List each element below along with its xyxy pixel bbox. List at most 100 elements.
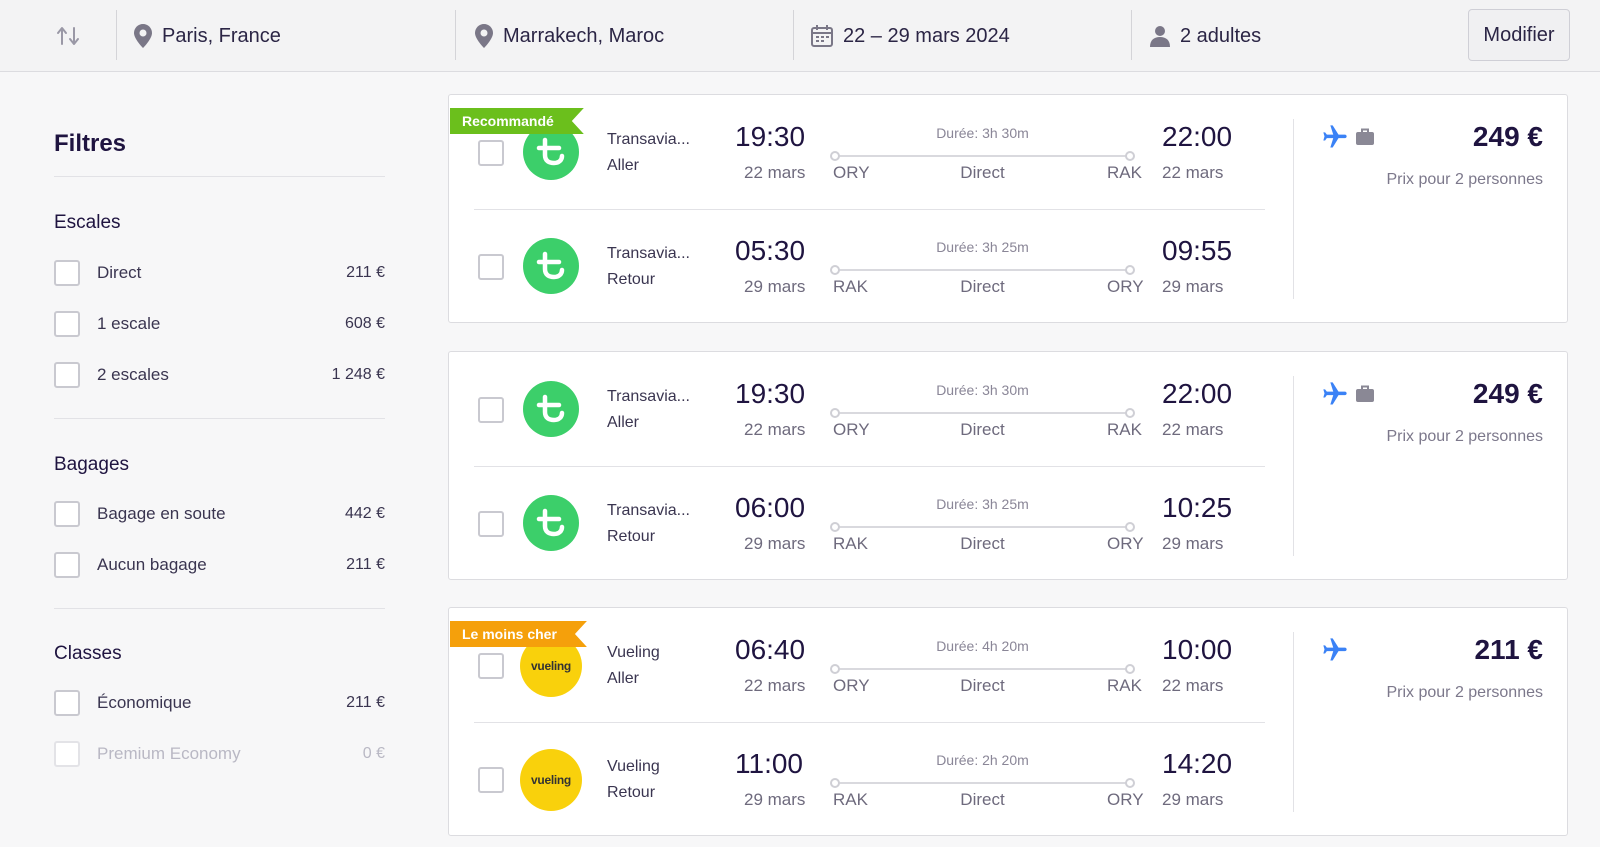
departure-date: 29 mars bbox=[744, 277, 806, 296]
leg-checkbox[interactable] bbox=[478, 653, 504, 679]
arrival-date: 22 mars bbox=[1162, 163, 1224, 182]
flight-duration: Durée: 3h 30m bbox=[936, 125, 1029, 141]
leg-direction: Aller bbox=[607, 670, 640, 687]
filter-price: 211 € bbox=[346, 264, 385, 281]
departure-date: 22 mars bbox=[744, 420, 806, 439]
leg-direction: Retour bbox=[607, 271, 656, 288]
filter-price: 442 € bbox=[344, 505, 385, 522]
filters-title: Filtres bbox=[54, 130, 127, 157]
flight-result-card[interactable]: Transavia... Aller 19:30 22 mars Durée: … bbox=[448, 351, 1568, 580]
filter-stops-two[interactable]: 2 escales 1 248 € bbox=[54, 361, 385, 389]
flight-duration: Durée: 3h 25m bbox=[936, 239, 1029, 255]
checkbox[interactable] bbox=[54, 311, 80, 337]
classes-section-title: Classes bbox=[54, 643, 122, 664]
origin-airport-code: RAK bbox=[833, 790, 868, 809]
leg-checkbox[interactable] bbox=[478, 397, 504, 423]
destination-field[interactable]: Marrakech, Maroc bbox=[475, 0, 664, 72]
departure-time: 06:40 bbox=[735, 634, 806, 665]
checkbox[interactable] bbox=[54, 501, 80, 527]
filter-stops-one[interactable]: 1 escale 608 € bbox=[54, 310, 385, 338]
filter-label: Direct bbox=[97, 263, 142, 282]
origin-airport-code: RAK bbox=[833, 277, 868, 296]
divider bbox=[793, 10, 794, 60]
stops-section-title: Escales bbox=[54, 212, 121, 233]
departure-time: 19:30 bbox=[735, 121, 806, 152]
filter-class-premium: Premium Economy 0 € bbox=[54, 740, 385, 768]
filter-label: Économique bbox=[97, 693, 192, 712]
total-price: 249 € bbox=[1472, 378, 1543, 409]
stops-label: Direct bbox=[960, 534, 1005, 553]
leg-checkbox[interactable] bbox=[478, 767, 504, 793]
outbound-leg: Transavia... Aller 19:30 22 mars Durée: … bbox=[449, 95, 1269, 209]
filter-baggage-hold[interactable]: Bagage en soute 442 € bbox=[54, 500, 385, 528]
leg-checkbox[interactable] bbox=[478, 511, 504, 537]
search-bar: Paris, France Marrakech, Maroc 22 – 29 m… bbox=[0, 0, 1600, 72]
user-icon bbox=[1150, 26, 1170, 47]
origin-value: Paris, France bbox=[162, 24, 281, 47]
airline-name: Transavia... bbox=[607, 388, 690, 405]
checkbox[interactable] bbox=[54, 690, 80, 716]
divider bbox=[54, 176, 385, 177]
passengers-field[interactable]: 2 adultes bbox=[1150, 0, 1261, 72]
modify-search-button[interactable]: Modifier bbox=[1468, 9, 1570, 61]
passengers-value: 2 adultes bbox=[1180, 24, 1262, 47]
filter-stops-direct[interactable]: Direct 211 € bbox=[54, 259, 385, 287]
checkbox[interactable] bbox=[54, 552, 80, 578]
filter-baggage-none[interactable]: Aucun bagage 211 € bbox=[54, 551, 385, 579]
leg-direction: Retour bbox=[607, 528, 656, 545]
stops-label: Direct bbox=[960, 163, 1005, 182]
leg-direction: Aller bbox=[607, 414, 640, 431]
flight-duration: Durée: 4h 20m bbox=[936, 638, 1029, 654]
swap-icon[interactable] bbox=[52, 22, 84, 50]
divider bbox=[474, 209, 1265, 210]
checkbox[interactable] bbox=[54, 362, 80, 388]
arrival-date: 29 mars bbox=[1162, 534, 1224, 553]
arrival-date: 29 mars bbox=[1162, 277, 1224, 296]
filter-price: 211 € bbox=[346, 694, 385, 711]
arrival-time: 22:00 bbox=[1162, 121, 1233, 152]
filter-label: 2 escales bbox=[97, 365, 169, 384]
filter-label: 1 escale bbox=[97, 314, 161, 333]
transavia-logo-icon bbox=[523, 381, 579, 437]
map-pin-icon bbox=[134, 24, 152, 48]
flight-result-card[interactable]: Recommandé Transavia... Aller 19:30 22 m… bbox=[448, 94, 1568, 323]
divider bbox=[54, 608, 385, 609]
origin-airport-code: RAK bbox=[833, 534, 868, 553]
departure-time: 19:30 bbox=[735, 378, 806, 409]
vueling-logo-icon: vueling bbox=[520, 749, 582, 811]
map-pin-icon bbox=[475, 24, 493, 48]
flight-duration: Durée: 3h 25m bbox=[936, 496, 1029, 512]
transavia-logo-icon bbox=[523, 238, 579, 294]
airline-name: Transavia... bbox=[607, 131, 690, 148]
route-line bbox=[830, 265, 1135, 275]
filter-class-economy[interactable]: Économique 211 € bbox=[54, 689, 385, 717]
divider bbox=[1293, 119, 1294, 299]
origin-airport-code: ORY bbox=[833, 676, 870, 695]
flight-result-card[interactable]: Le moins cher vueling Vueling Aller 06:4… bbox=[448, 607, 1568, 836]
destination-airport-code: ORY bbox=[1107, 534, 1144, 553]
route-line bbox=[830, 778, 1135, 788]
filter-label: Bagage en soute bbox=[97, 504, 226, 523]
departure-date: 22 mars bbox=[744, 163, 806, 182]
airline-name: Transavia... bbox=[607, 502, 690, 519]
calendar-icon bbox=[811, 25, 833, 47]
dates-field[interactable]: 22 – 29 mars 2024 bbox=[811, 0, 1010, 72]
origin-airport-code: ORY bbox=[833, 420, 870, 439]
destination-airport-code: RAK bbox=[1107, 163, 1142, 182]
price-note: Prix pour 2 personnes bbox=[1386, 428, 1543, 445]
checkbox[interactable] bbox=[54, 260, 80, 286]
arrival-time: 10:00 bbox=[1162, 634, 1233, 665]
leg-checkbox[interactable] bbox=[478, 140, 504, 166]
destination-airport-code: RAK bbox=[1107, 420, 1142, 439]
leg-checkbox[interactable] bbox=[478, 254, 504, 280]
filter-price: 0 € bbox=[362, 745, 385, 762]
destination-airport-code: ORY bbox=[1107, 790, 1144, 809]
cheapest-badge: Le moins cher bbox=[450, 621, 587, 647]
departure-date: 22 mars bbox=[744, 676, 806, 695]
divider bbox=[1131, 10, 1132, 60]
leg-direction: Aller bbox=[607, 157, 640, 174]
divider bbox=[54, 418, 385, 419]
filter-label: Premium Economy bbox=[97, 744, 241, 763]
filter-price: 211 € bbox=[346, 556, 385, 573]
origin-field[interactable]: Paris, France bbox=[134, 0, 281, 72]
